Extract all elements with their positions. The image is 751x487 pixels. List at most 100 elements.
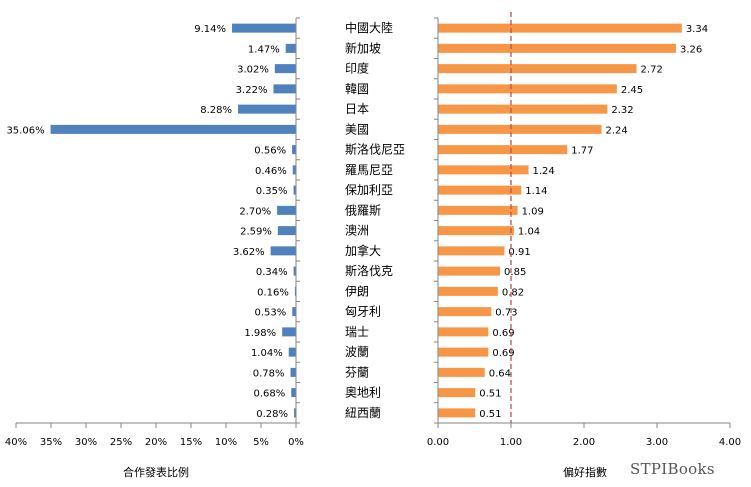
left-bar-15 bbox=[282, 327, 296, 337]
category-label-7: 羅馬尼亞 bbox=[345, 163, 393, 177]
right-bar-6 bbox=[438, 145, 568, 155]
category-label-13: 伊朗 bbox=[345, 284, 369, 298]
right-value-label-15: 0.69 bbox=[492, 328, 514, 339]
left-value-label-18: 0.68% bbox=[253, 389, 285, 400]
left-value-label-17: 0.78% bbox=[253, 368, 285, 379]
right-x-tick-label: 2.00 bbox=[573, 437, 595, 448]
category-label-14: 匈牙利 bbox=[345, 305, 381, 319]
right-bar-11 bbox=[438, 246, 505, 256]
left-value-label-9: 2.70% bbox=[239, 206, 271, 217]
category-label-9: 俄羅斯 bbox=[345, 203, 381, 217]
right-value-label-12: 0.85 bbox=[504, 267, 526, 278]
right-value-label-11: 0.91 bbox=[508, 247, 530, 258]
right-bar-9 bbox=[438, 205, 518, 215]
category-label-8: 保加利亞 bbox=[345, 183, 393, 197]
left-value-label-6: 0.56% bbox=[254, 146, 286, 157]
right-bar-13 bbox=[438, 286, 498, 296]
left-panel: 9.14% 1.47% 3.02% 3.22% 8.28% 35.06% 0.56% 0.46… bbox=[5, 17, 304, 479]
right-bar-15 bbox=[438, 327, 489, 337]
category-label-0: 中國大陸 bbox=[345, 20, 393, 35]
right-value-label-5: 2.24 bbox=[606, 125, 628, 136]
category-label-17: 芬蘭 bbox=[345, 365, 369, 379]
left-value-label-4: 8.28% bbox=[200, 105, 232, 116]
left-x-tick-label: 35% bbox=[40, 437, 62, 448]
right-panel: 3.34 3.26 2.72 2.45 2.32 2.24 1.77 1.24 1.14 1.09… bbox=[427, 12, 741, 479]
right-value-label-9: 1.09 bbox=[522, 206, 544, 217]
left-bar-4 bbox=[238, 104, 296, 114]
right-value-label-10: 1.04 bbox=[518, 227, 540, 238]
left-x-tick-label: 10% bbox=[215, 437, 237, 448]
right-value-label-17: 0.64 bbox=[489, 368, 511, 379]
watermark: STPIBooks bbox=[630, 460, 715, 478]
left-value-label-1: 1.47% bbox=[248, 44, 280, 55]
left-x-tick-label: 25% bbox=[110, 437, 132, 448]
left-value-label-7: 0.46% bbox=[255, 166, 287, 177]
right-value-label-19: 0.51 bbox=[479, 409, 501, 420]
category-label-11: 加拿大 bbox=[345, 243, 381, 258]
right-bar-8 bbox=[438, 185, 522, 195]
right-bar-4 bbox=[438, 104, 608, 114]
left-value-label-13: 0.16% bbox=[257, 287, 289, 298]
left-value-label-2: 3.02% bbox=[237, 65, 269, 76]
left-value-label-8: 0.35% bbox=[256, 186, 288, 197]
right-value-label-6: 1.77 bbox=[571, 146, 593, 157]
right-value-label-14: 0.73 bbox=[495, 308, 517, 319]
right-bar-3 bbox=[438, 84, 617, 94]
right-bar-18 bbox=[438, 388, 476, 398]
left-value-label-19: 0.28% bbox=[256, 409, 288, 420]
left-bar-16 bbox=[288, 347, 296, 357]
category-label-19: 紐西蘭 bbox=[345, 406, 381, 420]
right-bar-12 bbox=[438, 266, 501, 276]
right-bar-2 bbox=[438, 64, 637, 74]
right-bar-19 bbox=[438, 408, 476, 418]
right-value-label-2: 2.72 bbox=[641, 65, 663, 76]
right-value-label-3: 2.45 bbox=[621, 85, 643, 96]
left-bar-19 bbox=[294, 408, 296, 418]
right-value-label-1: 3.26 bbox=[680, 44, 702, 55]
left-x-tick-label: 40% bbox=[5, 437, 27, 448]
category-label-12: 斯洛伐克 bbox=[345, 263, 393, 278]
left-x-tick-label: 15% bbox=[180, 437, 202, 448]
left-value-label-5: 35.06% bbox=[6, 125, 44, 136]
left-value-label-16: 1.04% bbox=[251, 348, 283, 359]
category-label-18: 奧地利 bbox=[345, 386, 381, 400]
left-bar-11 bbox=[270, 246, 296, 256]
right-value-label-4: 2.32 bbox=[611, 105, 633, 116]
category-label-6: 斯洛伐尼亞 bbox=[345, 142, 405, 157]
left-bar-12 bbox=[293, 266, 296, 276]
left-x-tick-label: 20% bbox=[145, 437, 167, 448]
left-bar-18 bbox=[291, 388, 296, 398]
left-value-label-14: 0.53% bbox=[255, 308, 287, 319]
left-bar-8 bbox=[293, 185, 296, 195]
left-bar-3 bbox=[273, 84, 296, 94]
left-bar-0 bbox=[232, 23, 296, 33]
category-label-5: 美國 bbox=[345, 122, 369, 136]
right-bar-1 bbox=[438, 43, 676, 53]
right-bar-17 bbox=[438, 367, 485, 377]
right-bar-5 bbox=[438, 124, 602, 134]
right-x-axis-title: 偏好指數 bbox=[563, 465, 607, 479]
left-value-label-11: 3.62% bbox=[233, 247, 265, 258]
left-value-label-10: 2.59% bbox=[240, 227, 272, 238]
right-bar-10 bbox=[438, 226, 514, 236]
left-bar-10 bbox=[277, 226, 296, 236]
right-value-label-13: 0.82 bbox=[502, 287, 524, 298]
left-bar-9 bbox=[277, 205, 296, 215]
left-bar-1 bbox=[285, 43, 296, 53]
category-label-10: 澳洲 bbox=[345, 224, 369, 238]
right-x-tick-label: 3.00 bbox=[646, 437, 668, 448]
right-x-tick-label: 1.00 bbox=[500, 437, 522, 448]
left-value-label-12: 0.34% bbox=[256, 267, 288, 278]
right-bar-16 bbox=[438, 347, 489, 357]
category-label-15: 瑞士 bbox=[345, 325, 369, 339]
category-label-4: 日本 bbox=[345, 102, 369, 116]
left-x-tick-label: 30% bbox=[75, 437, 97, 448]
left-bar-2 bbox=[274, 64, 296, 74]
right-value-label-18: 0.51 bbox=[479, 389, 501, 400]
left-value-label-15: 1.98% bbox=[244, 328, 276, 339]
category-label-2: 印度 bbox=[345, 61, 369, 76]
left-x-axis-title: 合作發表比例 bbox=[123, 465, 189, 479]
right-value-label-16: 0.69 bbox=[492, 348, 514, 359]
left-bar-17 bbox=[290, 367, 296, 377]
